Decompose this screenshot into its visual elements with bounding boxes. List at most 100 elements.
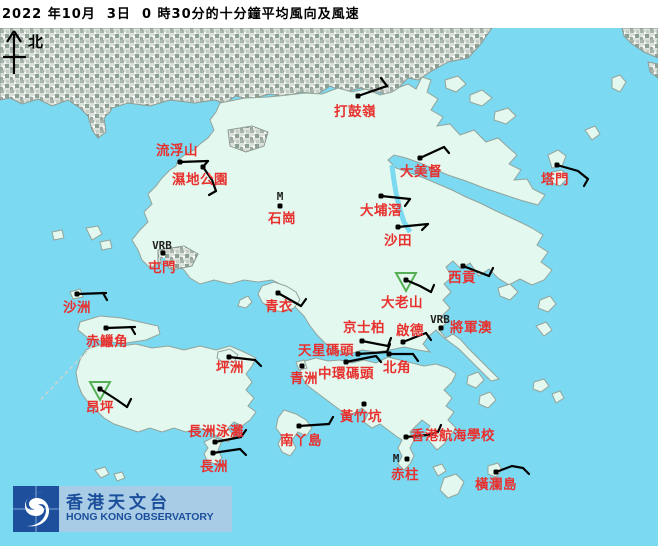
station-dot — [212, 439, 218, 445]
station-啟德: 啟德 — [396, 322, 433, 345]
station-name-label: 屯門 — [148, 259, 176, 276]
wind-barb-icon — [379, 194, 412, 201]
islet-nw-1 — [85, 225, 103, 241]
islet-mirs-bay-2 — [469, 89, 493, 107]
island-po-toi — [439, 473, 465, 499]
islet-mirs-bay-1 — [444, 75, 467, 93]
station-濕地公園: 濕地公園 — [172, 164, 228, 197]
land-northeast-spur — [647, 61, 658, 79]
station-name-label: 大美督 — [400, 163, 442, 180]
islet-soko-2 — [113, 471, 126, 482]
station-dot — [403, 434, 409, 440]
station-name-label: 坪洲 — [216, 360, 244, 376]
station-西貢: 西貢 — [448, 263, 495, 286]
station-name-label: 將軍澳 — [450, 319, 492, 336]
wind-barb-icon — [404, 278, 433, 294]
station-dot — [378, 193, 384, 199]
islet-crescent — [611, 74, 627, 93]
station-大老山: 大老山 — [381, 272, 436, 311]
wind-barb-feather — [386, 336, 393, 348]
station-沙洲: 沙洲 — [63, 291, 109, 316]
station-香港航海學校: 香港航海學校 — [403, 423, 495, 444]
station-status-text: M — [277, 190, 284, 203]
wind-barb-feather — [424, 331, 433, 342]
station-status-text: VRB — [430, 313, 450, 326]
station-赤鱲角: 赤鱲角 — [86, 325, 137, 350]
station-dot — [460, 263, 466, 269]
station-name-label: 天星碼頭 — [298, 343, 354, 359]
station-dot — [417, 155, 423, 161]
wind-barb-icon — [396, 222, 430, 229]
islet-mirs-bay-3 — [493, 107, 517, 125]
wind-barb-feather — [521, 466, 531, 476]
station-name-label: 青衣 — [265, 298, 293, 315]
islet-se-1 — [466, 371, 485, 389]
island-chek-lap-kok-airport — [77, 315, 161, 344]
station-dot — [200, 164, 206, 170]
station-name-label: 京士柏 — [343, 319, 385, 336]
station-dot — [493, 469, 499, 475]
hko-logo-banner: 香港天文台 HONG KONG OBSERVATORY — [13, 486, 232, 532]
wind-barb-feather — [420, 222, 430, 232]
station-dot — [103, 325, 109, 331]
station-dot — [275, 290, 281, 296]
boundary-line — [39, 345, 93, 401]
island-tap-mun-south — [549, 169, 569, 187]
islet-port-shelter-3 — [535, 321, 553, 337]
station-北角: 北角 — [383, 351, 420, 376]
wind-barb-feather — [239, 428, 248, 439]
wind-barb-feather — [429, 283, 436, 294]
hko-logo-chinese: 香港天文台 — [66, 492, 171, 513]
wind-barb-feather — [238, 447, 248, 457]
station-status-text: VRB — [152, 239, 172, 252]
wind-barb-icon — [401, 331, 428, 344]
wind-barb-feather — [374, 354, 383, 364]
wind-barb-feather — [379, 76, 389, 88]
wind-barb-feather — [411, 352, 420, 363]
islet-port-shelter-1 — [497, 283, 519, 301]
island-hong-kong — [299, 356, 457, 471]
station-dot — [386, 351, 392, 357]
wind-barb-icon — [360, 339, 390, 348]
wind-barb-feather — [403, 197, 412, 208]
islet-se-4 — [551, 390, 565, 404]
islet-nw-2 — [99, 239, 113, 251]
wind-barb-icon — [227, 355, 257, 362]
station-name-label: 昂坪 — [86, 400, 114, 416]
station-dot — [277, 203, 283, 209]
station-dot — [403, 277, 409, 283]
wind-barb-icon — [213, 435, 243, 444]
wind-barb-feather — [299, 297, 308, 308]
station-南丫島: 南丫島 — [280, 415, 335, 449]
station-name-label: 赤鱲角 — [86, 333, 128, 350]
wind-barb-icon — [297, 422, 331, 428]
station-dot — [210, 450, 216, 456]
station-打鼓嶺: 打鼓嶺 — [334, 76, 389, 120]
wind-barb-feather — [253, 358, 263, 368]
station-name-label: 大埔滘 — [360, 202, 402, 219]
station-dot — [343, 359, 349, 365]
station-name-label: 打鼓嶺 — [334, 103, 376, 120]
wind-barb-icon — [178, 159, 210, 164]
wind-barb-feather — [125, 397, 133, 409]
islet-soko-1 — [94, 466, 110, 479]
wind-barb-icon — [201, 165, 218, 193]
wind-barb-icon — [461, 264, 491, 278]
station-青衣: 青衣 — [265, 290, 308, 315]
station-dot — [359, 338, 365, 344]
station-dot — [97, 386, 103, 392]
island-lung-kwu-chau — [51, 229, 65, 241]
island-lantau — [75, 343, 257, 443]
station-name-label: 沙田 — [384, 233, 412, 249]
north-label: 北 — [28, 33, 43, 51]
station-中環碼頭: 中環碼頭 — [318, 354, 383, 382]
station-name-label: 濕地公園 — [172, 171, 228, 188]
wind-barb-feather — [385, 342, 392, 354]
station-name-label: 南丫島 — [280, 432, 322, 449]
station-dot — [554, 162, 560, 168]
station-dot — [395, 224, 401, 230]
station-name-label: 長洲 — [200, 459, 228, 475]
station-name-label: 長洲泳灘 — [188, 423, 244, 440]
station-天星碼頭: 天星碼頭 — [298, 342, 392, 359]
